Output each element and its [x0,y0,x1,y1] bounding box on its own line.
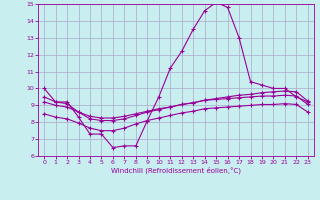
X-axis label: Windchill (Refroidissement éolien,°C): Windchill (Refroidissement éolien,°C) [111,167,241,174]
